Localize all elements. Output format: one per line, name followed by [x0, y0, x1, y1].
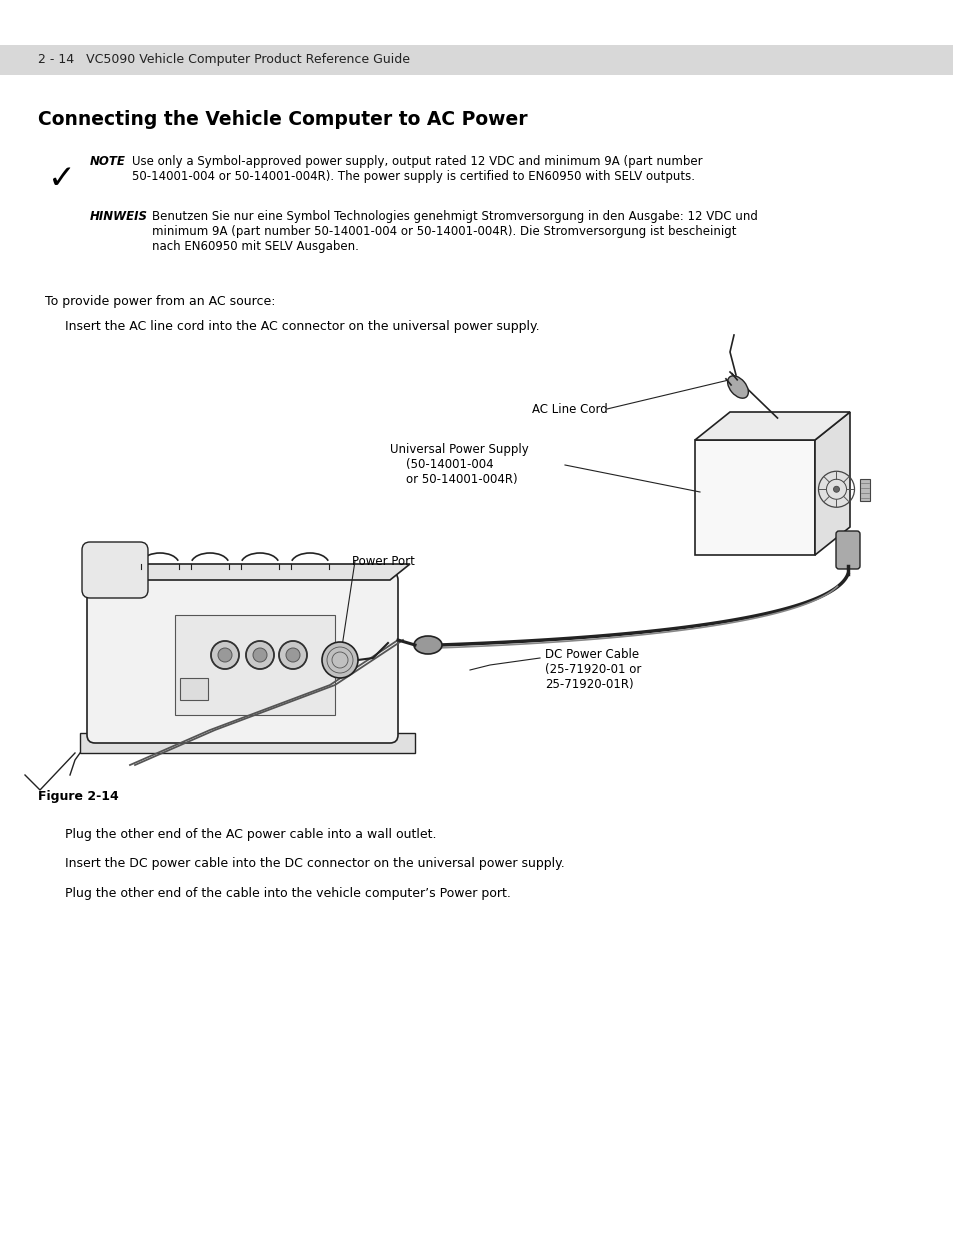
Circle shape	[278, 641, 307, 669]
Circle shape	[253, 648, 267, 662]
Text: To provide power from an AC source:: To provide power from an AC source:	[45, 295, 275, 308]
Circle shape	[322, 642, 357, 678]
Circle shape	[218, 648, 232, 662]
Text: NOTE: NOTE	[90, 156, 126, 168]
Text: Benutzen Sie nur eine Symbol Technologies genehmigt Stromversorgung in den Ausga: Benutzen Sie nur eine Symbol Technologie…	[152, 210, 757, 224]
Text: Insert the AC line cord into the AC connector on the universal power supply.: Insert the AC line cord into the AC conn…	[65, 320, 539, 333]
FancyBboxPatch shape	[82, 542, 148, 598]
Text: ✓: ✓	[48, 162, 76, 195]
Bar	[695, 440, 814, 555]
Text: Plug the other end of the cable into the vehicle computer’s Power port.: Plug the other end of the cable into the…	[65, 887, 511, 900]
Text: 25-71920-01R): 25-71920-01R)	[544, 678, 633, 692]
Polygon shape	[695, 412, 849, 440]
Ellipse shape	[414, 636, 441, 655]
Circle shape	[246, 641, 274, 669]
Text: minimum 9A (part number 50-14001-004 or 50-14001-004R). Die Stromversorgung ist : minimum 9A (part number 50-14001-004 or …	[152, 225, 736, 238]
Bar	[860, 479, 869, 501]
Circle shape	[211, 641, 239, 669]
Circle shape	[286, 648, 299, 662]
Polygon shape	[814, 412, 849, 555]
Text: Figure 2-14: Figure 2-14	[38, 790, 118, 803]
Ellipse shape	[727, 375, 747, 398]
Text: AC Line Cord: AC Line Cord	[532, 403, 607, 416]
Text: Plug the other end of the AC power cable into a wall outlet.: Plug the other end of the AC power cable…	[65, 827, 436, 841]
Text: 50-14001-004 or 50-14001-004R). The power supply is certified to EN60950 with SE: 50-14001-004 or 50-14001-004R). The powe…	[132, 170, 695, 183]
Text: nach EN60950 mit SELV Ausgaben.: nach EN60950 mit SELV Ausgaben.	[152, 240, 358, 253]
Text: Connecting the Vehicle Computer to AC Power: Connecting the Vehicle Computer to AC Po…	[38, 110, 527, 128]
Bar	[180, 678, 208, 700]
Circle shape	[833, 487, 839, 493]
FancyBboxPatch shape	[87, 572, 397, 743]
FancyBboxPatch shape	[80, 734, 415, 753]
Text: Power Port: Power Port	[352, 555, 415, 568]
Text: (50-14001-004: (50-14001-004	[406, 458, 493, 471]
Text: (25-71920-01 or: (25-71920-01 or	[544, 663, 640, 676]
Text: 2 - 14   VC5090 Vehicle Computer Product Reference Guide: 2 - 14 VC5090 Vehicle Computer Product R…	[38, 53, 410, 67]
Text: Insert the DC power cable into the DC connector on the universal power supply.: Insert the DC power cable into the DC co…	[65, 857, 564, 869]
Polygon shape	[95, 564, 410, 580]
Bar	[174, 615, 335, 715]
Text: Universal Power Supply: Universal Power Supply	[390, 443, 528, 456]
Text: Use only a Symbol-approved power supply, output rated 12 VDC and minimum 9A (par: Use only a Symbol-approved power supply,…	[132, 156, 702, 168]
Text: DC Power Cable: DC Power Cable	[544, 648, 639, 661]
Text: HINWEIS: HINWEIS	[90, 210, 148, 224]
FancyBboxPatch shape	[835, 531, 859, 569]
Text: or 50-14001-004R): or 50-14001-004R)	[406, 473, 517, 487]
Bar	[0, 44, 953, 75]
